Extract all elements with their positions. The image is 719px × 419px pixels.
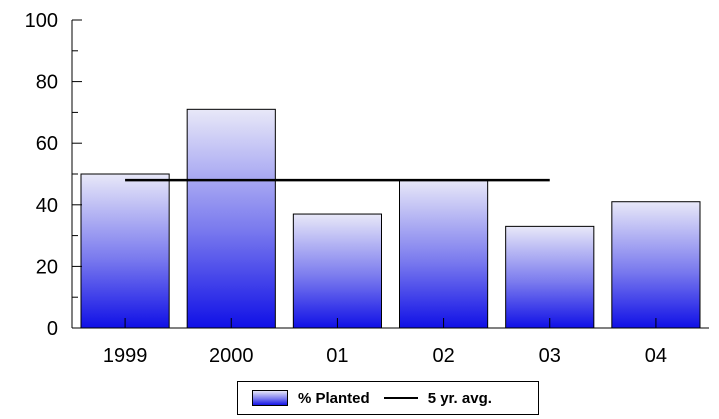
legend-bar-swatch [252, 390, 288, 406]
bar-2000 [186, 108, 276, 329]
y-tick-label: 40 [36, 195, 58, 217]
bar-04 [611, 201, 701, 329]
legend-bar-label: % Planted [298, 389, 370, 407]
y-tick-label: 20 [36, 256, 58, 278]
y-tick-label: 0 [47, 318, 58, 340]
x-tick-label: 03 [539, 345, 561, 367]
x-tick-label: 1999 [103, 345, 148, 367]
x-tick-label: 02 [432, 345, 454, 367]
legend: % Planted 5 yr. avg. [237, 381, 539, 415]
x-tick-label: 01 [326, 345, 348, 367]
legend-line-label: 5 yr. avg. [427, 389, 492, 407]
y-tick-label: 60 [36, 133, 58, 155]
x-tick-label: 2000 [209, 345, 254, 367]
y-tick-label: 80 [36, 72, 58, 94]
legend-line-swatch [383, 397, 418, 399]
x-tick-label: 04 [645, 345, 667, 367]
bar-01 [292, 213, 383, 329]
y-tick-label: 100 [25, 10, 58, 32]
bar-chart: 1999 2000 01 02 03 04 0 20 40 60 80 100 [25, 10, 709, 367]
bar-03 [505, 225, 595, 329]
bar-1999 [80, 173, 170, 329]
bar-02 [399, 179, 489, 329]
